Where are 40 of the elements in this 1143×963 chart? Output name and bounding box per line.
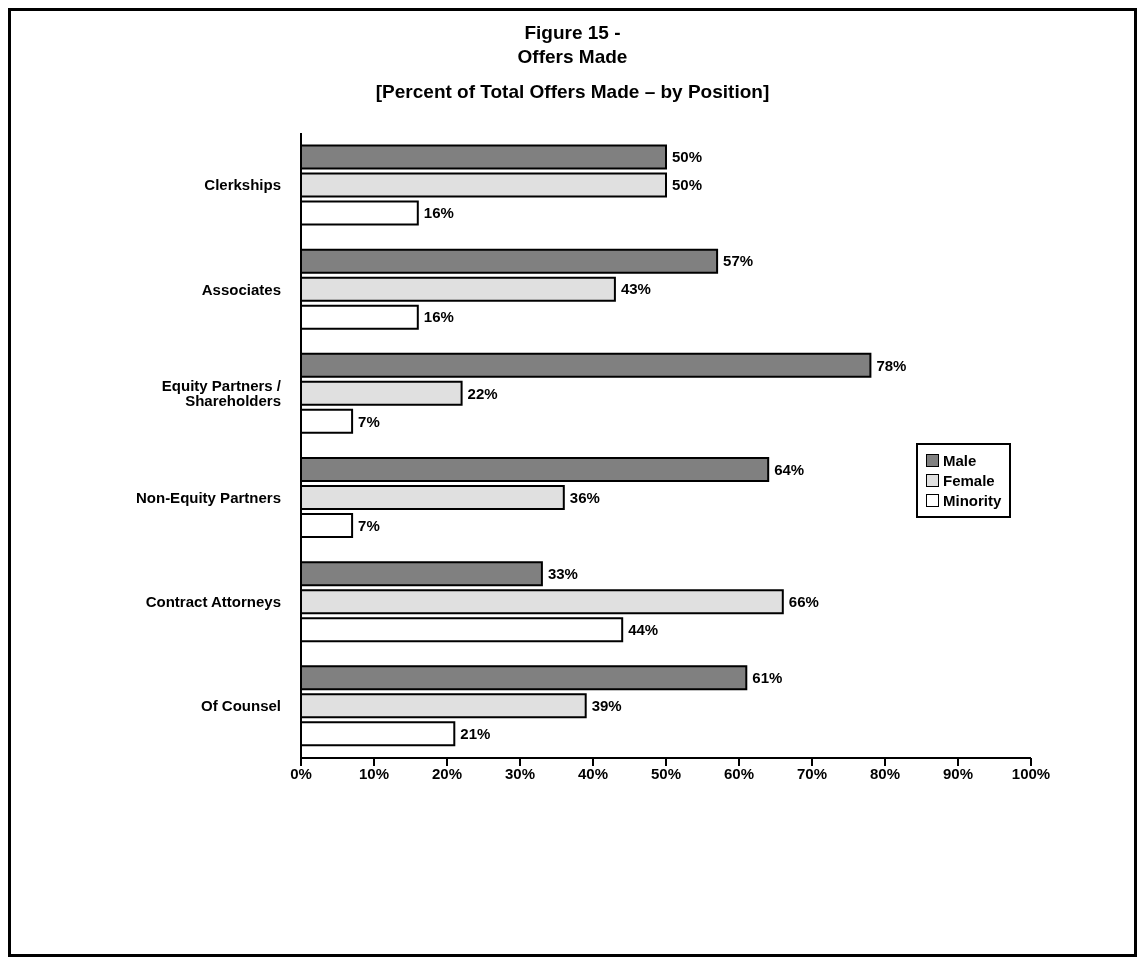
data-label: 50%: [672, 176, 703, 194]
y-tick-label: Associates: [201, 280, 281, 298]
data-label: 61%: [752, 669, 783, 687]
data-label: 36%: [569, 488, 600, 506]
x-tick-label: 80%: [869, 764, 901, 782]
data-label: 22%: [467, 384, 498, 402]
data-label: 50%: [672, 148, 703, 166]
data-label: 7%: [358, 412, 380, 430]
x-tick-label: 30%: [504, 764, 536, 782]
data-label: 21%: [460, 725, 491, 743]
chart-title: Figure 15 - Offers Made: [516, 21, 629, 69]
x-tick-label: 90%: [942, 764, 974, 782]
x-tick-label: 40%: [577, 764, 609, 782]
data-label: 64%: [774, 460, 805, 478]
data-label: 39%: [591, 697, 622, 715]
x-tick-label: 50%: [650, 764, 682, 782]
data-label: 43%: [620, 280, 651, 298]
y-tick-label: Of Counsel: [200, 697, 281, 715]
data-label: 7%: [358, 516, 380, 534]
x-tick-label: 10%: [358, 764, 390, 782]
x-tick-label: 100%: [1011, 764, 1051, 782]
x-tick-label: 60%: [723, 764, 755, 782]
x-tick-label: 20%: [431, 764, 463, 782]
chart-subtitle: [Percent of Total Offers Made – by Position]: [374, 81, 771, 103]
legend-label: Minority: [943, 492, 1002, 509]
y-tick-label: Clerkships: [204, 176, 281, 194]
x-tick-label: 0%: [290, 764, 312, 782]
data-label: 33%: [547, 564, 578, 582]
x-tick-label: 70%: [796, 764, 828, 782]
y-tick-label: Non-Equity Partners: [135, 488, 281, 506]
data-label: 44%: [628, 620, 659, 638]
data-label: 66%: [788, 592, 819, 610]
y-tick-label: Contract Attorneys: [145, 593, 281, 611]
data-label: 16%: [423, 308, 454, 326]
y-tick-label: Equity Partners / Shareholders: [161, 377, 282, 410]
data-label: 78%: [876, 356, 907, 374]
data-label: 57%: [723, 252, 754, 270]
legend-label: Female: [943, 472, 995, 489]
data-label: 16%: [423, 204, 454, 222]
legend-label: Male: [943, 452, 977, 469]
